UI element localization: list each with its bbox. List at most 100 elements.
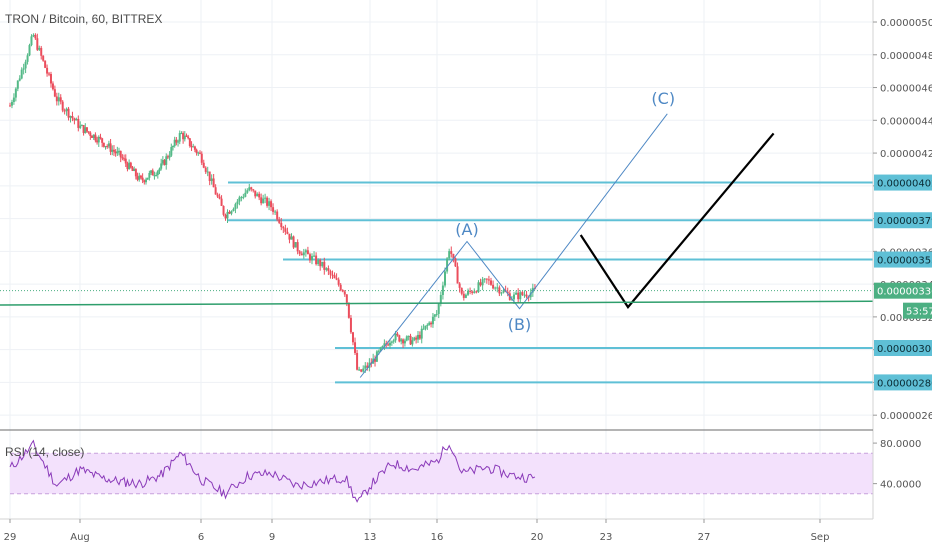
candle-body (143, 180, 146, 183)
candle-body (485, 278, 488, 280)
candle-body (148, 172, 151, 178)
candle-body (298, 251, 301, 254)
candle-body (170, 147, 173, 156)
price-tag-label: 0.00000402 (877, 179, 932, 190)
candle-body (490, 280, 492, 285)
candle-body (306, 250, 309, 255)
candle-body (212, 178, 215, 188)
candle-body (79, 125, 82, 128)
candle-body (323, 261, 326, 270)
price-tag-label: 0.00000301 (877, 344, 932, 355)
candle-body (210, 178, 213, 182)
candle-body (151, 170, 154, 176)
candle-body (345, 294, 348, 303)
candle-body (351, 332, 354, 343)
candle-body (208, 171, 211, 182)
candle-body (206, 171, 209, 173)
candle-body (435, 313, 438, 315)
current-price-box (874, 282, 932, 299)
candle-body (175, 139, 178, 143)
candle-body (51, 83, 54, 90)
abc-wave-path (359, 113, 668, 378)
candle-body (248, 187, 251, 191)
candle-body (104, 146, 107, 148)
candle-body (116, 151, 119, 154)
candle-body (48, 73, 51, 75)
time-tick-label: 6 (198, 532, 204, 543)
candle-body (439, 294, 442, 304)
time-tick-label: 23 (600, 532, 613, 543)
candle-body (483, 278, 486, 280)
candle-body (141, 177, 144, 181)
candle-body (75, 118, 78, 121)
wave-label-a: (A) (455, 220, 478, 239)
candle-body (311, 256, 314, 261)
candle-body (230, 210, 233, 214)
candle-body (418, 334, 421, 339)
candle-body (244, 192, 247, 197)
candle-body (479, 282, 482, 286)
candle-body (454, 258, 457, 267)
candle-body (292, 236, 295, 248)
candle-body (71, 116, 74, 119)
candle-body (356, 352, 359, 370)
candle-body (400, 339, 403, 342)
candle-body (464, 294, 467, 298)
candle-body (214, 187, 217, 195)
candle-body (165, 156, 168, 165)
candle-body (308, 254, 311, 261)
candle-body (32, 34, 35, 37)
candle-body (444, 271, 446, 286)
horizontal-levels (0, 181, 873, 384)
candle-body (121, 157, 124, 159)
candle-body (250, 187, 253, 190)
candle-body (124, 158, 127, 164)
candle-body (109, 143, 112, 152)
candle-body (502, 290, 505, 293)
candle-body (238, 197, 241, 202)
candle-body (276, 211, 279, 220)
candle-body (197, 152, 200, 154)
candle-body (317, 259, 320, 265)
candle-body (517, 292, 520, 300)
current-price-label: 0.00000336 53:57 (874, 282, 932, 319)
candle-body (30, 36, 33, 46)
candle-body (73, 118, 76, 121)
candle-body (40, 47, 43, 56)
candle-body (358, 369, 361, 371)
candle-body (236, 201, 239, 205)
candle-body (286, 231, 289, 234)
candle-body (469, 290, 472, 292)
candle-body (403, 340, 406, 344)
candle-body (333, 275, 336, 279)
candle-body (441, 285, 444, 295)
candle-body (315, 255, 318, 265)
candle-body (101, 138, 104, 143)
candle-body (178, 133, 181, 142)
candle-body (327, 268, 330, 272)
candle-body (204, 167, 207, 172)
candle-body (177, 141, 180, 143)
candle-body (446, 258, 449, 272)
rsi-axis[interactable]: 80.0000 40.0000 (873, 439, 921, 491)
candle-body (379, 347, 382, 351)
candle-body (523, 294, 526, 296)
candle-body (9, 105, 11, 107)
candle-body (14, 88, 17, 98)
candle-body (467, 290, 469, 295)
candle-body (531, 287, 534, 293)
candle-body (180, 133, 183, 135)
time-axis[interactable]: 29 Aug 6 9 13 16 20 23 27 Sep (4, 519, 830, 543)
candle-body (242, 196, 245, 198)
candle-body (296, 242, 299, 252)
time-tick-label: 9 (269, 532, 275, 543)
current-price-text: 0.00000336 (877, 287, 932, 298)
candle-body (134, 169, 137, 177)
candle-body (77, 118, 80, 128)
candle-body (462, 293, 465, 298)
rsi-band (10, 453, 873, 494)
